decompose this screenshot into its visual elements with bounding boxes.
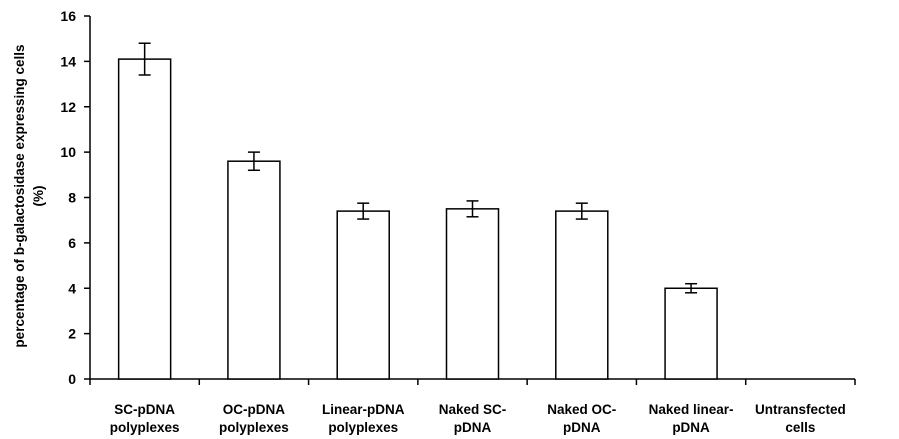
y-tick-label: 2 [68, 326, 76, 342]
x-tick-label-line: Naked OC- [547, 402, 616, 417]
y-tick-label: 16 [60, 8, 76, 24]
y-tick-label: 14 [60, 53, 76, 69]
x-tick-label-line: Linear-pDNA [322, 402, 405, 417]
x-tick-label-line: Naked linear- [649, 402, 734, 417]
x-tick-label-line: pDNA [454, 420, 492, 435]
bar [336, 210, 390, 380]
y-axis: 0 2 4 6 8 10 12 14 16 [60, 8, 91, 387]
x-tick-label-line: cells [785, 420, 815, 435]
bar [227, 160, 281, 380]
x-tick-label: Linear-pDNA polyplexes [322, 402, 405, 435]
y-tick-label: 8 [68, 190, 76, 206]
x-tick-label: Naked linear-pDNA [649, 402, 734, 435]
x-tick-label-line: OC-pDNA [223, 402, 285, 417]
x-tick-label: SC-pDNA polyplexes [110, 402, 180, 435]
x-axis [89, 378, 856, 385]
y-tick-label: 6 [68, 235, 76, 251]
x-tick-label: OC-pDNA polyplexes [219, 402, 289, 435]
y-axis-label-line-1: percentage of b-galactosidase expressing… [12, 44, 27, 347]
x-tick-label: Untransfected cells [755, 402, 846, 435]
y-axis-label: percentage of b-galactosidase expressing… [12, 44, 46, 347]
x-tick-label-line: pDNA [672, 420, 710, 435]
x-tick-label-line: polyplexes [110, 420, 180, 435]
x-tick-label-line: pDNA [563, 420, 601, 435]
x-tick-label-line: Naked SC- [439, 402, 507, 417]
y-axis-label-line-2: (%) [31, 186, 46, 207]
bar [445, 208, 500, 380]
x-tick-label-line: SC-pDNA [114, 402, 175, 417]
bar [117, 58, 172, 380]
y-tick-label: 10 [60, 144, 76, 160]
x-tick-label-line: polyplexes [328, 420, 398, 435]
x-tick-label: Naked SC-pDNA [439, 402, 507, 435]
bar-series [117, 58, 718, 380]
x-tick-label-line: Untransfected [755, 402, 846, 417]
x-tick-label-line: polyplexes [219, 420, 289, 435]
y-tick-label: 0 [68, 371, 76, 387]
y-tick-label: 12 [60, 99, 76, 115]
y-tick-label: 4 [68, 280, 76, 296]
error-bar-series [138, 42, 698, 294]
bar [664, 287, 718, 380]
bar [555, 210, 609, 380]
x-tick-label: Naked OC-pDNA [547, 402, 616, 435]
